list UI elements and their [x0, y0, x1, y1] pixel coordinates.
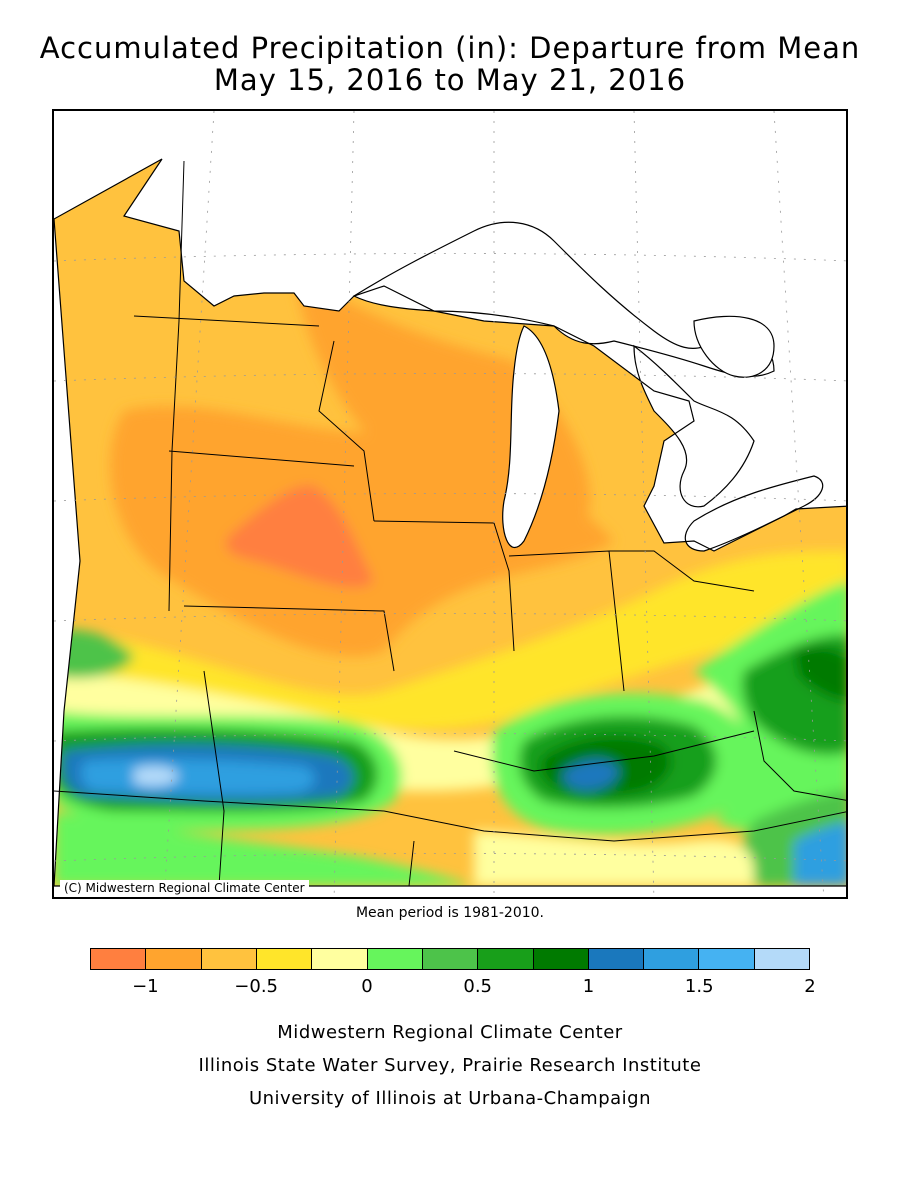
legend-swatch	[644, 949, 700, 969]
legend-swatch	[201, 949, 257, 969]
map-title: Accumulated Precipitation (in): Departur…	[39, 31, 861, 65]
legend-swatch	[754, 949, 810, 969]
legend-tick-label: 2	[804, 976, 816, 997]
great-lakes	[352, 221, 824, 552]
legend-swatch	[312, 949, 368, 969]
footer-survey: Illinois State Water Survey, Prairie Res…	[198, 1055, 702, 1076]
legend-tick-label: 1.5	[684, 976, 714, 997]
legend-tick-label: −0.5	[234, 976, 278, 997]
legend-tick-label: 0.5	[463, 976, 493, 997]
legend-swatch	[588, 949, 645, 969]
state-borders	[54, 160, 846, 887]
mean-period-note: Mean period is 1981-2010.	[355, 905, 545, 921]
legend-tick-label: 0	[361, 976, 373, 997]
footer-university: University of Illinois at Urbana-Champai…	[248, 1088, 652, 1109]
map-date-range: May 15, 2016 to May 21, 2016	[213, 63, 687, 97]
legend-swatch	[478, 949, 534, 969]
legend-swatch	[91, 949, 147, 969]
legend-swatch	[256, 949, 313, 969]
precipitation-map: (C) Midwestern Regional Climate Center	[52, 109, 848, 899]
legend-swatch	[422, 949, 479, 969]
map-credit: (C) Midwestern Regional Climate Center	[60, 880, 309, 897]
map-canvas	[54, 111, 846, 897]
footer-org: Midwestern Regional Climate Center	[277, 1022, 623, 1043]
color-legend	[90, 948, 810, 970]
legend-tick-label: −1	[132, 976, 159, 997]
legend-swatch	[533, 949, 589, 969]
legend-swatch	[146, 949, 202, 969]
legend-swatch	[699, 949, 755, 969]
legend-tick-label: 1	[582, 976, 595, 997]
graticule	[54, 111, 846, 897]
legend-swatch	[367, 949, 423, 969]
